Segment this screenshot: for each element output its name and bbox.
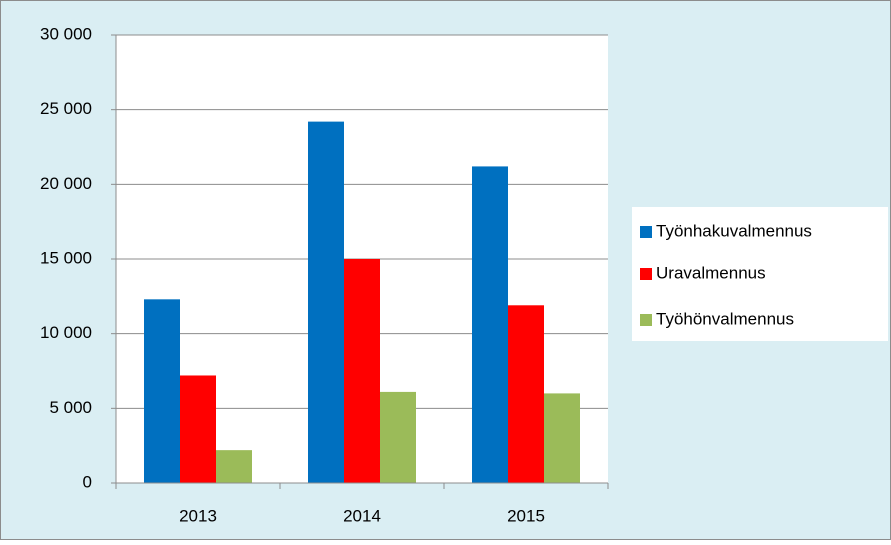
y-tick-label: 10 000 xyxy=(40,323,92,342)
bar xyxy=(308,121,344,483)
legend-swatch xyxy=(640,314,652,326)
legend-swatch xyxy=(640,226,652,238)
bar xyxy=(180,375,216,483)
bar xyxy=(508,305,544,483)
bar xyxy=(344,259,380,483)
y-tick-label: 0 xyxy=(83,472,92,491)
bar xyxy=(380,391,416,483)
y-tick-label: 5 000 xyxy=(49,398,92,417)
legend-label: Uravalmennus xyxy=(656,263,766,282)
legend-label: Työhönvalmennus xyxy=(656,309,794,328)
y-tick-label: 15 000 xyxy=(40,248,92,267)
bar xyxy=(544,393,580,483)
bar xyxy=(144,299,180,483)
legend-swatch xyxy=(640,268,652,280)
bar xyxy=(216,450,252,483)
x-tick-label: 2015 xyxy=(507,506,545,525)
bar xyxy=(472,166,508,483)
x-tick-label: 2013 xyxy=(179,506,217,525)
legend-label: Työnhakuvalmennus xyxy=(656,221,812,240)
y-tick-label: 20 000 xyxy=(40,174,92,193)
x-tick-label: 2014 xyxy=(343,506,381,525)
y-tick-label: 25 000 xyxy=(40,99,92,118)
legend-box xyxy=(632,207,888,341)
y-tick-label: 30 000 xyxy=(40,24,92,43)
